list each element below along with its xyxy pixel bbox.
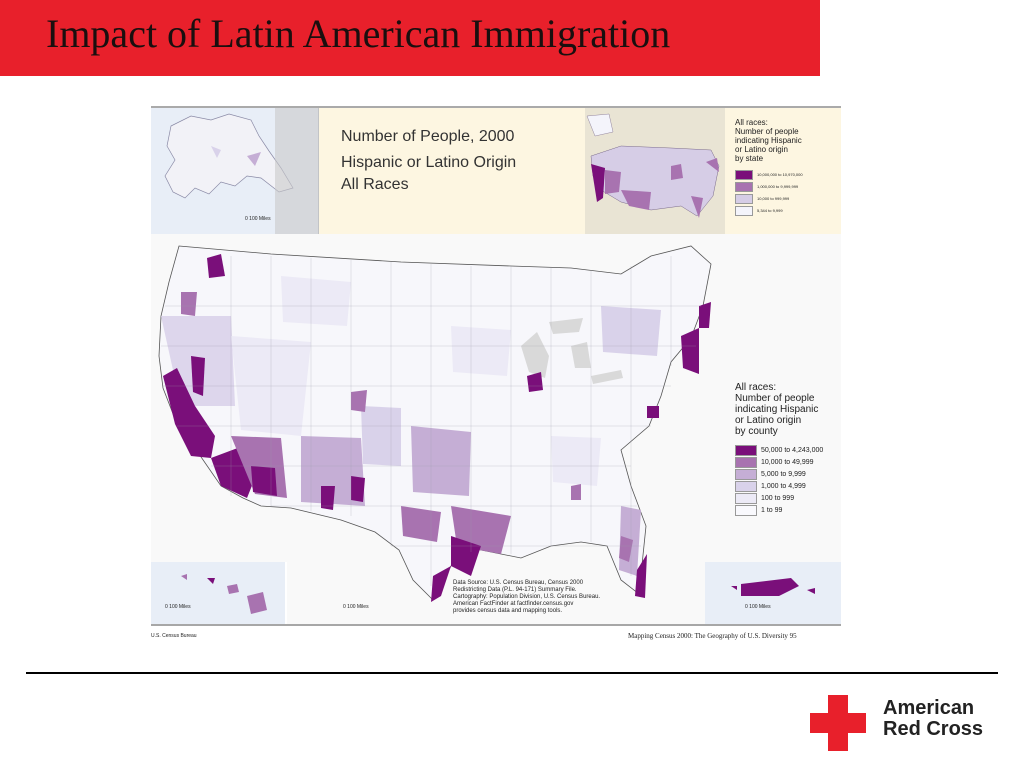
legend-label: 5,344 to 9,999: [757, 208, 783, 213]
county-legend-row: 1 to 99: [735, 505, 839, 516]
publication-credit: Mapping Census 2000: The Geography of U.…: [628, 632, 797, 640]
state-legend-heading-line: by state: [735, 154, 764, 163]
logo-line-2: Red Cross: [883, 718, 984, 740]
county-legend: All races: Number of people indicating H…: [735, 382, 839, 517]
county-legend-heading-line: indicating Hispanic: [735, 404, 819, 415]
state-legend-heading-line: indicating Hispanic: [735, 136, 802, 145]
puerto-rico-scale: 0 100 Miles: [745, 604, 771, 610]
state-legend-heading-line: All races:: [735, 118, 768, 127]
legend-label: 1,000,000 to 9,999,999: [757, 184, 799, 189]
header-panel: [319, 108, 841, 234]
state-legend-row: 10,000 to 999,999: [735, 193, 839, 204]
census-map: Number of People, 2000 Hispanic or Latin…: [151, 106, 841, 646]
legend-label: 100 to 999: [761, 495, 795, 502]
data-source-note: Data Source: U.S. Census Bureau, Census …: [453, 580, 601, 614]
logo-wordmark: American Red Cross: [883, 698, 983, 740]
county-legend-heading-line: Number of people: [735, 393, 815, 404]
state-legend-row: 1,000,000 to 9,999,999: [735, 181, 839, 192]
legend-swatch: [735, 469, 757, 480]
map-header-line-3: All Races: [341, 176, 409, 193]
legend-swatch: [735, 481, 757, 492]
legend-label: 1 to 99: [761, 507, 783, 514]
legend-label: 10,000 to 999,999: [757, 196, 790, 201]
map-header-line-1: Number of People, 2000: [341, 128, 515, 145]
source-credit: U.S. Census Bureau: [151, 633, 197, 639]
logo-line-1: American: [883, 697, 975, 719]
legend-swatch: [735, 457, 757, 468]
state-legend-heading: All races: Number of people indicating H…: [735, 118, 839, 163]
legend-swatch: [735, 505, 757, 516]
county-legend-row: 5,000 to 9,999: [735, 469, 839, 480]
legend-swatch: [735, 181, 753, 192]
legend-swatch: [735, 169, 753, 180]
legend-swatch: [735, 493, 757, 504]
county-legend-row: 100 to 999: [735, 493, 839, 504]
red-cross-icon: [810, 695, 866, 751]
state-legend: All races: Number of people indicating H…: [735, 118, 839, 217]
legend-label: 5,000 to 9,999: [761, 471, 806, 478]
state-legend-row: 5,344 to 9,999: [735, 205, 839, 216]
county-legend-heading-line: All races:: [735, 382, 777, 393]
legend-label: 1,000 to 4,999: [761, 483, 806, 490]
legend-label: 10,000,000 to 10,970,000: [757, 172, 803, 177]
mainland-shape: [158, 245, 712, 601]
legend-swatch: [735, 445, 757, 456]
alaska-shape: [164, 113, 294, 199]
alaska-scale: 0 100 Miles: [245, 216, 271, 222]
county-legend-heading-line: by county: [735, 426, 778, 437]
hawaii-scale: 0 100 Miles: [165, 604, 191, 610]
county-legend-row: 10,000 to 49,999: [735, 457, 839, 468]
slide-title: Impact of Latin American Immigration: [46, 11, 671, 56]
legend-swatch: [735, 205, 753, 216]
red-cross-logo: American Red Cross: [810, 695, 1010, 755]
state-legend-heading-line: Number of people: [735, 127, 799, 136]
mainland-scale: 0 100 Miles: [343, 604, 369, 610]
hawaii-inset: [151, 562, 285, 624]
state-legend-row: 10,000,000 to 10,970,000: [735, 169, 839, 180]
legend-label: 50,000 to 4,243,000: [761, 447, 824, 454]
divider-line: [26, 672, 998, 674]
state-legend-heading-line: or Latino origin: [735, 145, 788, 154]
map-graphic: [151, 106, 841, 626]
california-cluster: [163, 368, 215, 458]
map-header-title: Number of People, 2000 Hispanic or Latin…: [341, 126, 516, 196]
county-legend-row: 1,000 to 4,999: [735, 481, 839, 492]
county-legend-heading: All races: Number of people indicating H…: [735, 382, 839, 437]
map-header-line-2: Hispanic or Latino Origin: [341, 154, 517, 171]
county-legend-heading-line: or Latino origin: [735, 415, 802, 426]
county-legend-row: 50,000 to 4,243,000: [735, 445, 839, 456]
legend-swatch: [735, 193, 753, 204]
title-bar: Impact of Latin American Immigration: [0, 0, 820, 76]
legend-label: 10,000 to 49,999: [761, 459, 814, 466]
